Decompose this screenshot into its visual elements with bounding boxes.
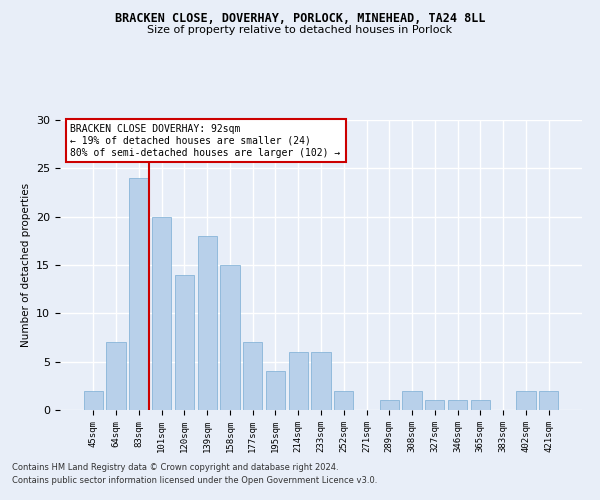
- Text: BRACKEN CLOSE, DOVERHAY, PORLOCK, MINEHEAD, TA24 8LL: BRACKEN CLOSE, DOVERHAY, PORLOCK, MINEHE…: [115, 12, 485, 26]
- Bar: [380, 400, 399, 410]
- Bar: [266, 372, 285, 410]
- Text: Size of property relative to detached houses in Porlock: Size of property relative to detached ho…: [148, 25, 452, 35]
- Bar: [516, 390, 536, 410]
- Text: Contains public sector information licensed under the Open Government Licence v3: Contains public sector information licen…: [12, 476, 377, 485]
- Bar: [152, 216, 172, 410]
- Bar: [539, 390, 558, 410]
- Bar: [311, 352, 331, 410]
- Bar: [470, 400, 490, 410]
- Bar: [106, 342, 126, 410]
- Bar: [403, 390, 422, 410]
- Bar: [84, 390, 103, 410]
- Bar: [129, 178, 149, 410]
- Y-axis label: Number of detached properties: Number of detached properties: [20, 183, 31, 347]
- Bar: [243, 342, 262, 410]
- Bar: [289, 352, 308, 410]
- Bar: [334, 390, 353, 410]
- Text: BRACKEN CLOSE DOVERHAY: 92sqm
← 19% of detached houses are smaller (24)
80% of s: BRACKEN CLOSE DOVERHAY: 92sqm ← 19% of d…: [70, 124, 341, 158]
- Bar: [175, 274, 194, 410]
- Text: Contains HM Land Registry data © Crown copyright and database right 2024.: Contains HM Land Registry data © Crown c…: [12, 464, 338, 472]
- Bar: [448, 400, 467, 410]
- Bar: [220, 265, 239, 410]
- Bar: [197, 236, 217, 410]
- Bar: [425, 400, 445, 410]
